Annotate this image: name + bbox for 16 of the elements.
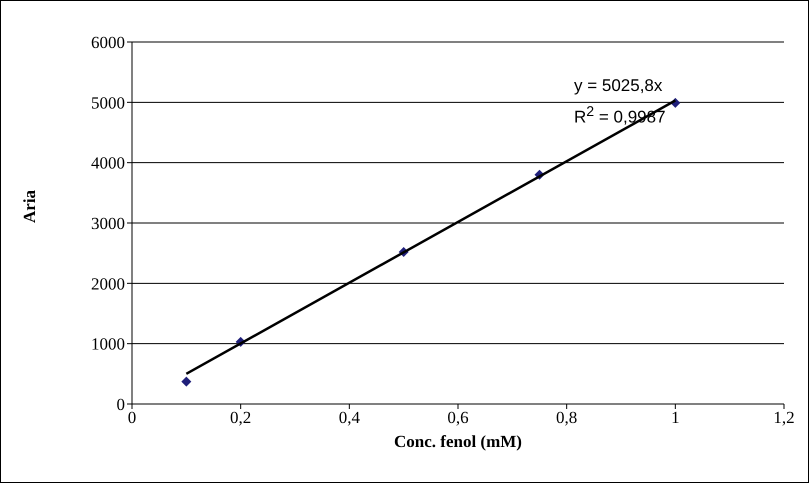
x-tick-label: 1 — [671, 408, 680, 428]
y-tick-label: 0 — [116, 395, 125, 414]
y-axis-title: Aria — [20, 189, 40, 223]
x-axis-title: Conc. fenol (mM) — [394, 432, 522, 451]
y-tick-label: 1000 — [91, 334, 125, 354]
y-tick-label: 6000 — [91, 33, 125, 52]
x-tick-label: 0,4 — [338, 408, 360, 428]
y-tick-label: 3000 — [91, 214, 125, 234]
point — [181, 376, 192, 387]
y-tick-label: 2000 — [91, 274, 125, 294]
y-tick-label: 5000 — [91, 93, 125, 112]
x-tick-label: 1,2 — [773, 408, 795, 428]
x-tick-label: 0,8 — [556, 408, 578, 428]
x-tick-label: 0,6 — [447, 408, 469, 428]
x-tick-label: 0,2 — [230, 408, 252, 428]
y-tick-label: 4000 — [91, 154, 125, 173]
